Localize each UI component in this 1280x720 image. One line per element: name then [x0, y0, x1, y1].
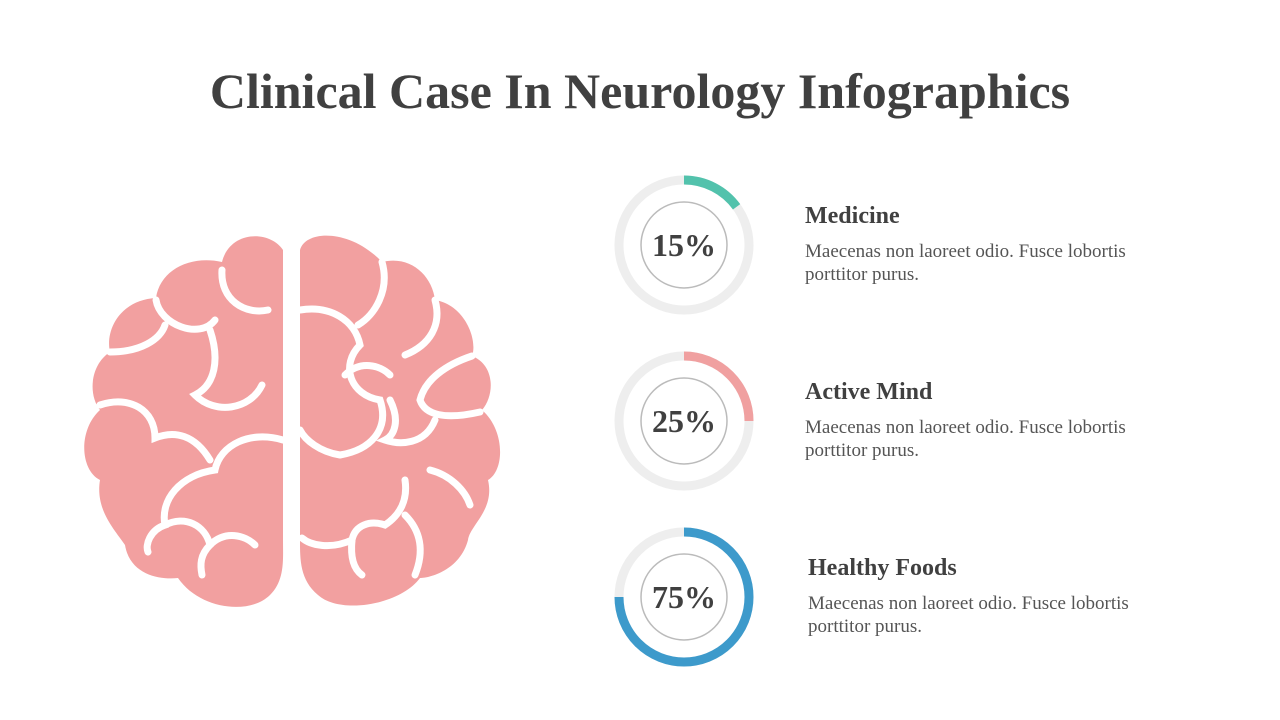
item-text: Maecenas non laoreet odio. Fusce loborti…	[808, 593, 1129, 637]
item-text: Maecenas non laoreet odio. Fusce loborti…	[805, 417, 1126, 461]
inner-circle	[640, 201, 728, 289]
title: Clinical Case In Neurology Infographics	[209, 63, 1071, 119]
percent-label: 15%	[652, 227, 716, 263]
inner-circle	[640, 553, 728, 641]
item-heading: Healthy Foods	[808, 555, 957, 581]
item-heading: Active Mind	[805, 379, 933, 405]
ring-progress	[683, 351, 754, 422]
ring-progress	[683, 175, 741, 210]
percent-label: 25%	[652, 403, 716, 439]
inner-circle	[640, 377, 728, 465]
ring-progress	[614, 527, 754, 667]
item-heading: Medicine	[805, 203, 900, 229]
item-text: Maecenas non laoreet odio. Fusce loborti…	[805, 241, 1126, 285]
brain	[84, 235, 501, 607]
percent-label: 75%	[652, 579, 716, 615]
